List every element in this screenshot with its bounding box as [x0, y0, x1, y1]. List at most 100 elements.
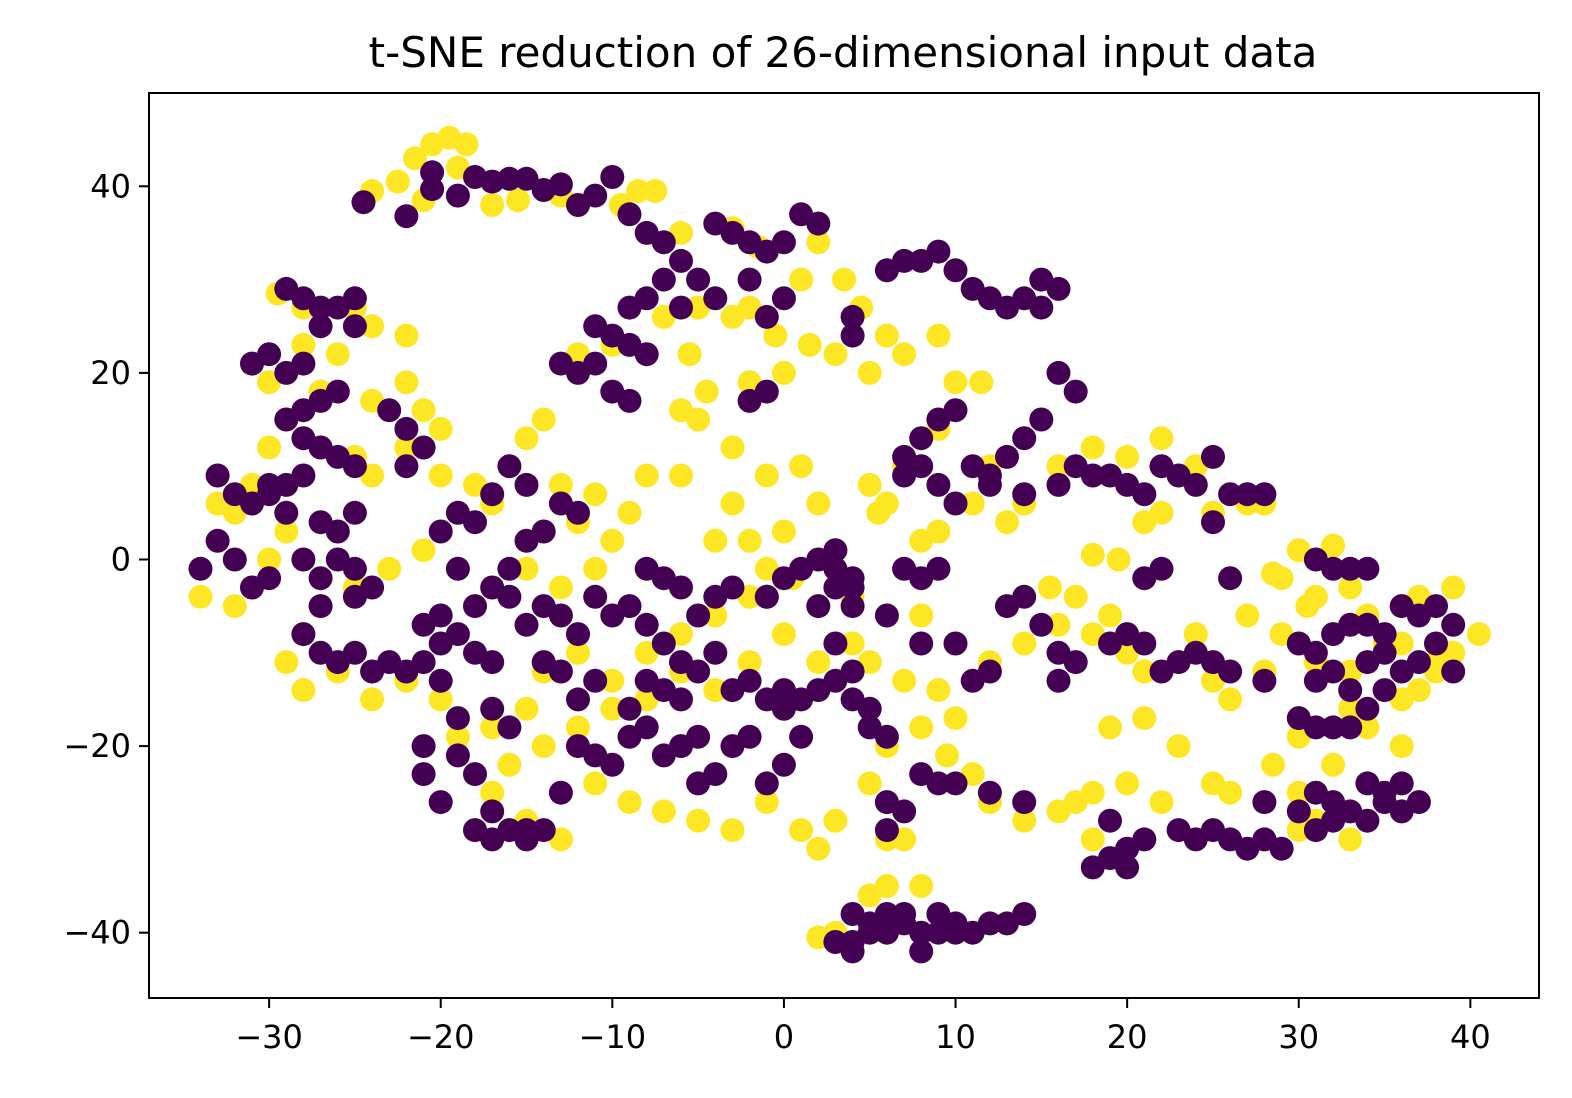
- scatter-point: [806, 491, 831, 516]
- scatter-point: [514, 556, 539, 581]
- scatter-point: [480, 193, 505, 217]
- scatter-point: [926, 323, 951, 348]
- scatter-point: [342, 286, 367, 311]
- scatter-point: [548, 472, 573, 497]
- scatter-point: [909, 939, 934, 964]
- scatter-point: [600, 528, 625, 553]
- scatter-point: [394, 416, 419, 441]
- scatter-point: [926, 519, 951, 544]
- scatter-point: [771, 566, 796, 591]
- scatter-point: [686, 771, 711, 796]
- scatter-point: [274, 519, 299, 544]
- scatter-point: [1106, 547, 1131, 572]
- scatter-point: [454, 132, 479, 157]
- x-tick-label: 20: [1107, 1018, 1148, 1056]
- scatter-point: [342, 314, 367, 339]
- scatter-point: [634, 463, 659, 488]
- scatter-point: [797, 332, 822, 357]
- scatter-point: [274, 407, 299, 432]
- scatter-point: [771, 696, 796, 721]
- scatter-point: [1355, 556, 1380, 581]
- scatter-point: [445, 743, 470, 768]
- scatter-point: [1132, 631, 1157, 656]
- scatter-point: [566, 715, 590, 740]
- scatter-point: [840, 304, 865, 329]
- scatter-point: [1012, 790, 1037, 815]
- scatter-point: [1218, 482, 1243, 507]
- scatter-point: [943, 258, 968, 283]
- scatter-point: [1321, 715, 1346, 740]
- scatter-point: [1252, 790, 1277, 815]
- x-tick-label: −10: [579, 1018, 647, 1056]
- scatter-point: [325, 519, 350, 544]
- scatter-point: [1286, 631, 1311, 656]
- plot-frame: [148, 92, 1540, 999]
- scatter-point: [274, 650, 299, 675]
- scatter-point: [188, 584, 213, 609]
- scatter-point: [977, 780, 1002, 805]
- scatter-point: [497, 556, 522, 581]
- scatter-point: [1389, 594, 1414, 619]
- scatter-point: [703, 640, 728, 665]
- scatter-point: [840, 659, 865, 684]
- scatter-point: [1012, 808, 1037, 833]
- scatter-point: [909, 874, 934, 898]
- scatter-point: [1372, 678, 1397, 703]
- scatter-point: [926, 678, 951, 703]
- scatter-point: [445, 724, 470, 749]
- scatter-point: [892, 799, 917, 824]
- scatter-point: [257, 566, 282, 591]
- scatter-point: [1132, 827, 1157, 852]
- scatter-point: [1149, 500, 1174, 525]
- scatter-point: [411, 650, 436, 675]
- scatter-point: [1235, 482, 1260, 507]
- scatter-point: [360, 687, 385, 712]
- scatter-point: [583, 771, 608, 796]
- scatter-point: [789, 724, 814, 749]
- scatter-point: [857, 472, 882, 497]
- scatter-point: [222, 482, 247, 507]
- scatter-point: [1012, 902, 1037, 926]
- scatter-point: [1218, 566, 1243, 591]
- scatter-point: [548, 603, 573, 628]
- scatter-point: [840, 939, 865, 964]
- scatter-point: [754, 379, 779, 404]
- scatter-point: [1149, 426, 1174, 451]
- scatter-point: [935, 743, 959, 768]
- scatter-point: [566, 640, 590, 665]
- scatter-point: [480, 780, 505, 805]
- scatter-point: [771, 622, 796, 647]
- scatter-point: [1303, 715, 1328, 740]
- scatter-point: [566, 622, 590, 647]
- scatter-point: [394, 323, 419, 348]
- scatter-point: [257, 435, 282, 460]
- scatter-point: [960, 491, 985, 516]
- scatter-point: [737, 528, 762, 553]
- scatter-point: [857, 360, 882, 385]
- scatter-point: [1355, 696, 1380, 721]
- scatter-point: [205, 463, 230, 488]
- scatter-point: [1012, 584, 1037, 609]
- scatter-point: [403, 146, 427, 171]
- scatter-point: [806, 211, 831, 236]
- scatter-point: [480, 696, 505, 721]
- scatter-point: [291, 547, 316, 572]
- scatter-point: [583, 668, 608, 693]
- plot-area: [188, 125, 1491, 964]
- scatter-point: [694, 379, 719, 404]
- scatter-point: [617, 790, 642, 815]
- scatter-point: [342, 454, 367, 479]
- y-tick-label: 0: [111, 540, 131, 578]
- scatter-point: [943, 631, 968, 656]
- scatter-point: [411, 612, 436, 637]
- scatter-point: [626, 179, 651, 203]
- scatter-point: [1149, 790, 1174, 815]
- scatter-point: [720, 575, 745, 600]
- scatter-point: [832, 267, 856, 292]
- scatter-point: [943, 491, 968, 516]
- scatter-point: [771, 519, 796, 544]
- scatter-point: [789, 454, 814, 479]
- scatter-point: [428, 416, 453, 441]
- scatter-point: [1029, 407, 1054, 432]
- scatter-point: [617, 696, 642, 721]
